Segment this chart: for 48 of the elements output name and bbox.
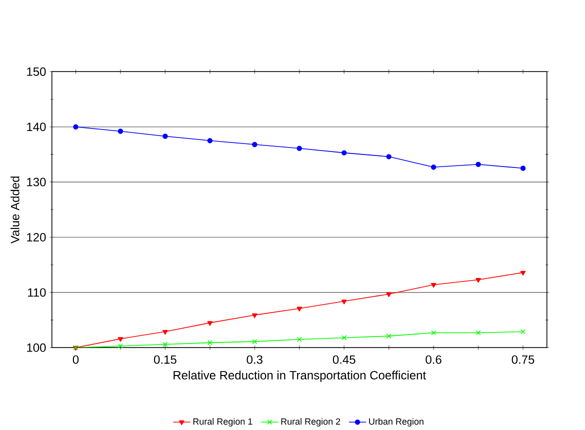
point [476, 330, 481, 336]
point [520, 270, 526, 276]
point [431, 330, 436, 336]
x-tick-label: 0.75 [512, 355, 534, 364]
point [118, 128, 124, 134]
point [296, 146, 302, 151]
legend-label: Urban Region [369, 418, 424, 426]
point [520, 166, 526, 171]
point [162, 134, 168, 139]
x-axis-title: Relative Reduction in Transportation Coefficient [174, 370, 426, 382]
x-tick-label: 0.15 [154, 355, 176, 364]
point [430, 164, 436, 170]
point [520, 329, 526, 334]
point [207, 138, 213, 144]
point [252, 142, 258, 148]
point [430, 282, 436, 288]
point [386, 333, 392, 339]
point [118, 343, 123, 348]
legend-label: Rural Region 2 [281, 418, 340, 426]
point [162, 342, 168, 347]
point [342, 150, 347, 156]
x-tick-label: 0.3 [246, 355, 262, 364]
point [476, 278, 481, 283]
point [73, 124, 78, 130]
point [476, 162, 481, 167]
y-tick-label: 110 [28, 288, 46, 297]
y-axis-title: Value Added [10, 176, 20, 244]
y-tick-label: 120 [27, 232, 46, 242]
y-tick-label: 130 [27, 178, 46, 186]
point [252, 313, 258, 318]
point [341, 300, 347, 304]
point [296, 336, 302, 342]
x-tick-label: 0 [72, 355, 79, 364]
legend-label: Rural Region 1 [193, 418, 252, 426]
y-tick-label: 150 [27, 67, 46, 76]
point [207, 321, 213, 326]
point [386, 154, 392, 160]
point [342, 335, 347, 340]
point [296, 306, 302, 312]
y-tick-label: 140 [27, 122, 46, 132]
point [252, 339, 258, 344]
point [162, 330, 168, 335]
point [118, 337, 124, 342]
point [207, 340, 212, 346]
point [386, 292, 392, 298]
x-tick-label: 0.45 [332, 355, 356, 364]
y-tick-label: 100 [27, 343, 46, 352]
x-tick-label: 0.6 [426, 355, 442, 364]
